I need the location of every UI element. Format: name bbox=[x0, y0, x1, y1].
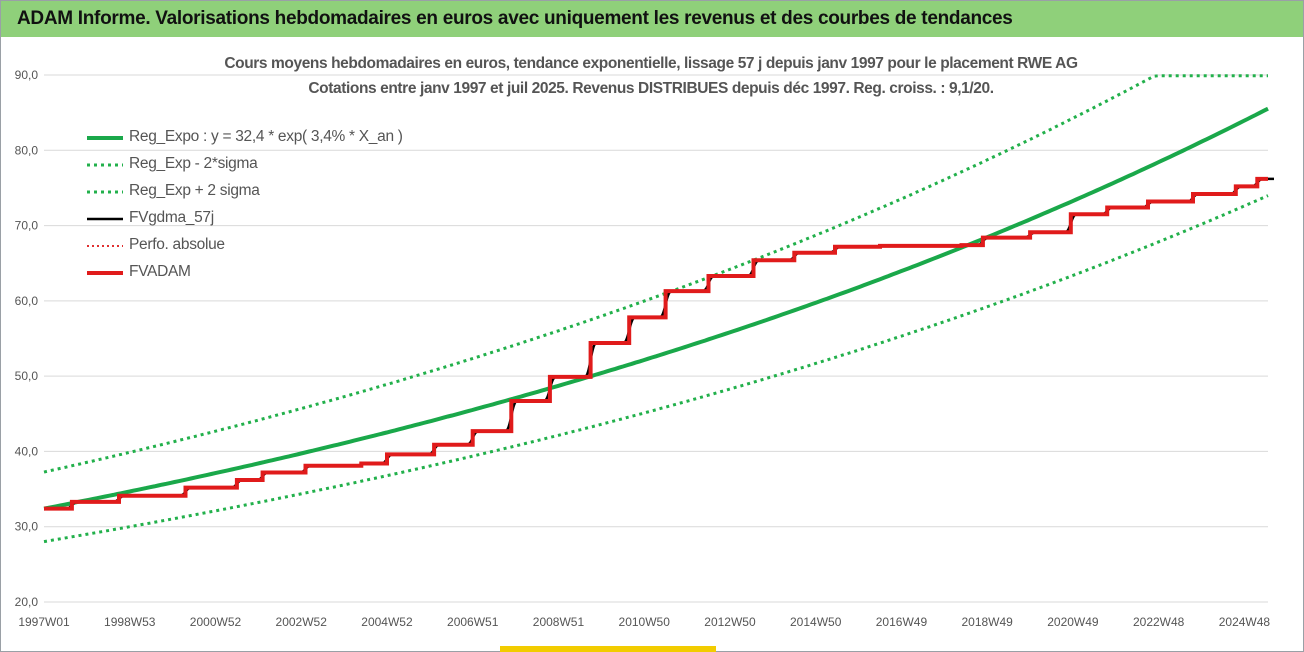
page-title: ADAM Informe. Valorisations hebdomadaire… bbox=[17, 8, 1013, 29]
chart-title-line1: Cours moyens hebdomadaires en euros, ten… bbox=[224, 55, 1078, 72]
x-tick-label: 2008W51 bbox=[533, 615, 585, 629]
legend-swatch-reg-exp-low bbox=[87, 163, 123, 167]
y-tick-label: 20,0 bbox=[15, 595, 39, 609]
x-tick-label: 2024W48 bbox=[1219, 615, 1271, 629]
legend-item-fvgdma: FVgdma_57j bbox=[87, 209, 427, 236]
legend-label-perfo: Perfo. absolue bbox=[129, 236, 225, 253]
x-tick-label: 2004W52 bbox=[361, 615, 413, 629]
legend-label-fvgdma: FVgdma_57j bbox=[129, 209, 214, 226]
series-reg-expo bbox=[43, 106, 1269, 511]
legend-item-reg-exp-low: Reg_Exp - 2*sigma bbox=[87, 155, 427, 182]
chart-svg: 20,0 30,0 40,0 50,0 60,0 70,0 80,0 90,0 1997W01 1… bbox=[15, 68, 1274, 629]
legend-label-reg-exp-high: Reg_Exp + 2 sigma bbox=[129, 182, 260, 199]
legend: Reg_Expo : y = 32,4 * exp( 3,4% * X_an )… bbox=[87, 128, 427, 290]
plot-area: 20,0 30,0 40,0 50,0 60,0 70,0 80,0 90,0 1997W01 1… bbox=[1, 37, 1303, 651]
x-tick-label: 2012W50 bbox=[704, 615, 756, 629]
y-tick-label: 60,0 bbox=[15, 294, 39, 308]
header-bar: ADAM Informe. Valorisations hebdomadaire… bbox=[1, 1, 1303, 37]
legend-item-fvadam: FVADAM bbox=[87, 263, 427, 290]
x-tick-label: 2002W52 bbox=[276, 615, 328, 629]
y-tick-label: 40,0 bbox=[15, 444, 39, 458]
legend-swatch-fvadam bbox=[87, 271, 123, 275]
x-tick-label: 2014W50 bbox=[790, 615, 842, 629]
legend-swatch-perfo bbox=[87, 245, 123, 247]
legend-item-reg-expo: Reg_Expo : y = 32,4 * exp( 3,4% * X_an ) bbox=[87, 128, 427, 155]
legend-swatch-fvgdma bbox=[87, 217, 123, 221]
x-tick-label: 2016W49 bbox=[876, 615, 928, 629]
legend-item-reg-exp-high: Reg_Exp + 2 sigma bbox=[87, 182, 427, 209]
legend-item-perfo: Perfo. absolue bbox=[87, 236, 427, 263]
legend-swatch-reg-expo bbox=[87, 136, 123, 140]
y-tick-label: 50,0 bbox=[15, 369, 39, 383]
legend-label-reg-expo: Reg_Expo : y = 32,4 * exp( 3,4% * X_an ) bbox=[129, 128, 403, 145]
x-tick-label: 2010W50 bbox=[619, 615, 671, 629]
y-tick-label: 90,0 bbox=[15, 68, 39, 82]
legend-swatch-reg-exp-high bbox=[87, 190, 123, 194]
x-tick-label: 2000W52 bbox=[190, 615, 242, 629]
x-tick-label: 2006W51 bbox=[447, 615, 499, 629]
x-tick-label: 2020W49 bbox=[1047, 615, 1099, 629]
series-fvadam bbox=[44, 176, 1268, 511]
x-tick-label: 1998W53 bbox=[104, 615, 156, 629]
x-tick-label: 1997W01 bbox=[18, 615, 70, 629]
y-tick-label: 70,0 bbox=[15, 219, 39, 233]
y-tick-label: 30,0 bbox=[15, 520, 39, 534]
series-reg-exp-plus-2sigma bbox=[43, 74, 1268, 474]
bottom-accent-bar bbox=[500, 646, 716, 652]
legend-label-fvadam: FVADAM bbox=[129, 263, 191, 280]
legend-label-reg-exp-low: Reg_Exp - 2*sigma bbox=[129, 155, 258, 172]
x-tick-label: 2018W49 bbox=[961, 615, 1013, 629]
chart-title-line2: Cotations entre janv 1997 et juil 2025. … bbox=[308, 80, 994, 97]
x-tick-label: 2022W48 bbox=[1133, 615, 1185, 629]
y-tick-label: 80,0 bbox=[15, 143, 39, 157]
